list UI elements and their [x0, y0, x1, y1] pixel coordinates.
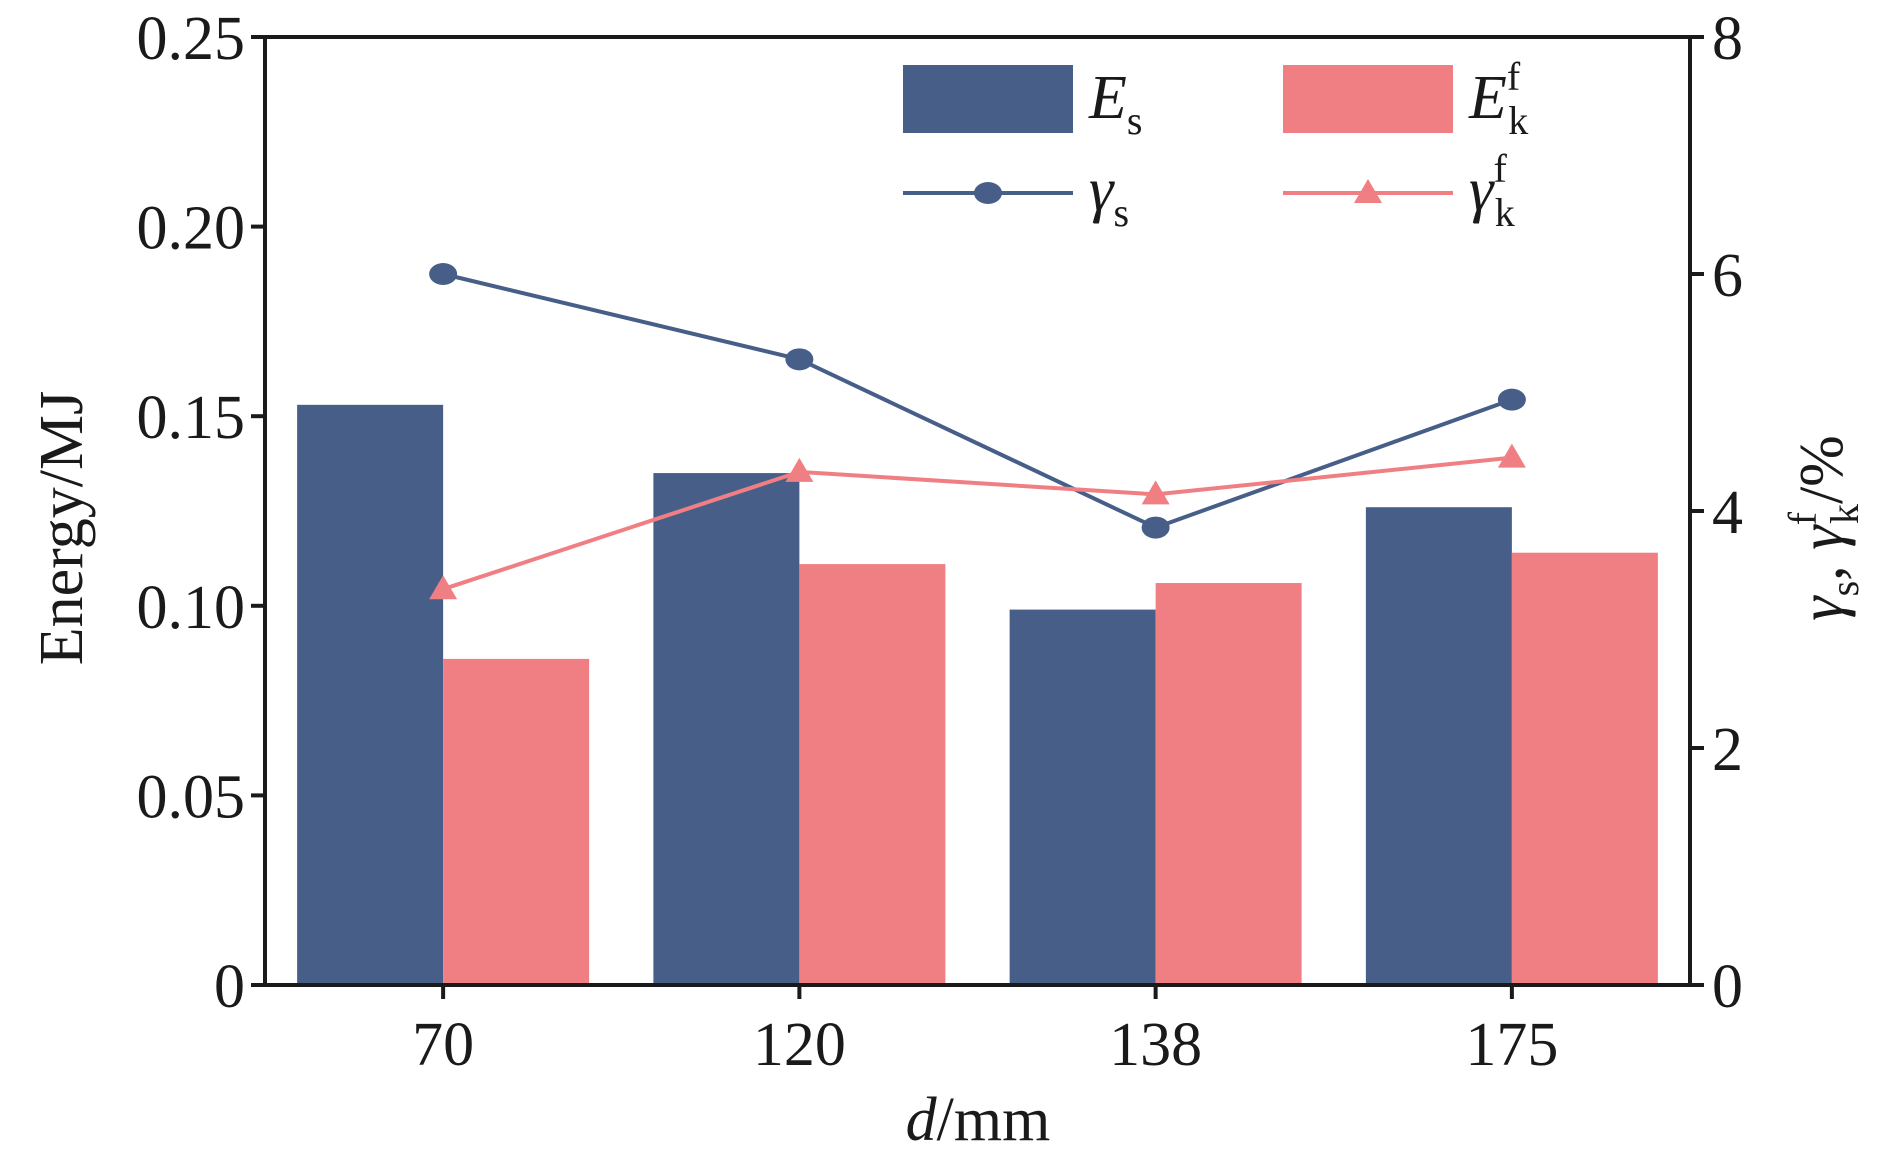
y-right-label-sub1: s — [1822, 581, 1867, 597]
y-right-tick-label-6: 6 — [1712, 242, 1743, 310]
line-gs — [442, 272, 1513, 530]
y-right-tick-label-0: 0 — [1712, 953, 1743, 1021]
marker-gkf-120 — [785, 457, 814, 482]
legend: Es Ef k γs γf k — [903, 54, 1528, 235]
y-right-tick-label-4: 4 — [1712, 479, 1743, 547]
y-right-label-sep: , — [1788, 550, 1856, 581]
legend-swatch-es — [903, 65, 1073, 133]
x-tick-label-120: 120 — [753, 1011, 846, 1079]
bar-es-138 — [1009, 609, 1156, 985]
x-axis-label-unit: /mm — [937, 1086, 1051, 1154]
marker-gkf-138 — [1141, 480, 1170, 505]
y-left-tick-label-0: 0 — [214, 953, 245, 1021]
legend-label-gs: γs — [1089, 156, 1129, 235]
lines — [429, 263, 1526, 600]
x-tick-label-138: 138 — [1109, 1011, 1202, 1079]
y-right-tick-label-8: 8 — [1712, 5, 1743, 73]
y-left-tick-label-0.10: 0.10 — [137, 574, 246, 642]
y-right-tick-label-2: 2 — [1712, 716, 1743, 784]
legend-marker-gkf — [1354, 179, 1382, 203]
y-right-axis-label: γs, γfk/% — [1780, 435, 1867, 621]
bar-ekf-175 — [1511, 552, 1658, 985]
bar-ekf-70 — [443, 658, 590, 985]
bar-ekf-120 — [799, 564, 946, 985]
y-right-label-gamma2: γ — [1788, 524, 1856, 550]
legend-swatch-ekf — [1283, 65, 1453, 133]
marker-gs-120 — [785, 348, 814, 371]
bar-ekf-138 — [1155, 583, 1302, 985]
marker-gkf-70 — [429, 575, 458, 600]
bars — [297, 404, 1658, 986]
y-left-tick-label-0.20: 0.20 — [137, 195, 246, 263]
marker-gs-70 — [429, 263, 458, 285]
legend-label-ekf: Ef k — [1468, 54, 1528, 143]
marker-gs-138 — [1141, 516, 1170, 539]
legend-marker-gs — [974, 182, 1002, 204]
y-right-label-gamma1: γ — [1788, 595, 1856, 621]
bar-es-175 — [1365, 507, 1512, 985]
y-right-label-sup: f — [1780, 511, 1825, 525]
legend-label-es: Es — [1088, 64, 1142, 143]
x-tick-label-70: 70 — [412, 1011, 474, 1079]
marker-gkf-175 — [1497, 443, 1526, 468]
y-right-label-sub2: k — [1822, 504, 1867, 524]
y-right-label-unit: /% — [1788, 435, 1856, 504]
bar-es-120 — [653, 473, 800, 985]
bar-es-70 — [297, 404, 444, 986]
y-left-tick-label-0.05: 0.05 — [137, 763, 246, 831]
marker-gs-175 — [1497, 388, 1526, 411]
x-axis-label-var: d — [906, 1086, 938, 1154]
y-left-axis-label: Energy/MJ — [28, 391, 96, 665]
x-tick-label-175: 175 — [1465, 1011, 1558, 1079]
x-axis-label: d/mm — [906, 1086, 1051, 1154]
legend-label-gkf: γf k — [1469, 146, 1515, 235]
line-gkf — [442, 455, 1513, 592]
y-left-tick-label-0.25: 0.25 — [137, 5, 246, 73]
y-left-tick-label-0.15: 0.15 — [137, 384, 246, 452]
axes: 0 0.05 0.10 0.15 0.20 0.25 0 2 4 6 8 70 120 138 175 — [137, 5, 1744, 1079]
